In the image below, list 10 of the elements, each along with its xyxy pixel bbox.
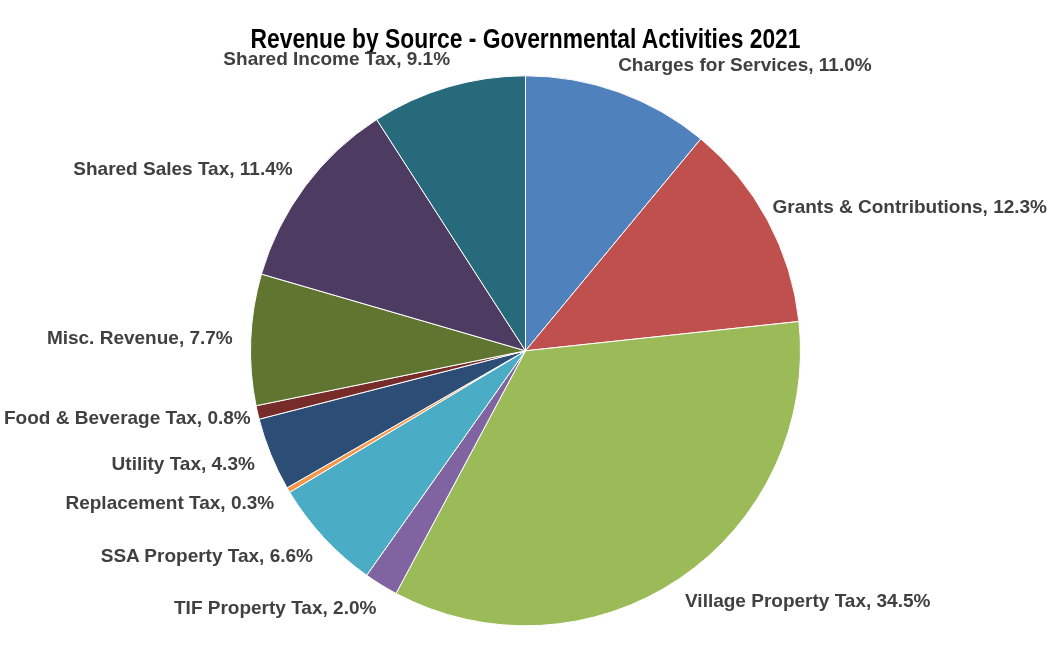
slice-label: Food & Beverage Tax, 0.8% (4, 406, 251, 428)
slice-label: Shared Sales Tax, 11.4% (73, 157, 293, 179)
slice-label: Grants & Contributions, 12.3% (772, 195, 1048, 217)
slice-label: Charges for Services, 11.0% (618, 53, 872, 75)
slice-label: Utility Tax, 4.3% (111, 453, 255, 475)
slice-label: Misc. Revenue, 7.7% (46, 326, 233, 348)
slice-label: Replacement Tax, 0.3% (65, 492, 275, 514)
slice-label: TIF Property Tax, 2.0% (173, 596, 377, 618)
slice-label: Village Property Tax, 34.5% (685, 590, 931, 612)
slice-label: SSA Property Tax, 6.6% (100, 545, 314, 567)
